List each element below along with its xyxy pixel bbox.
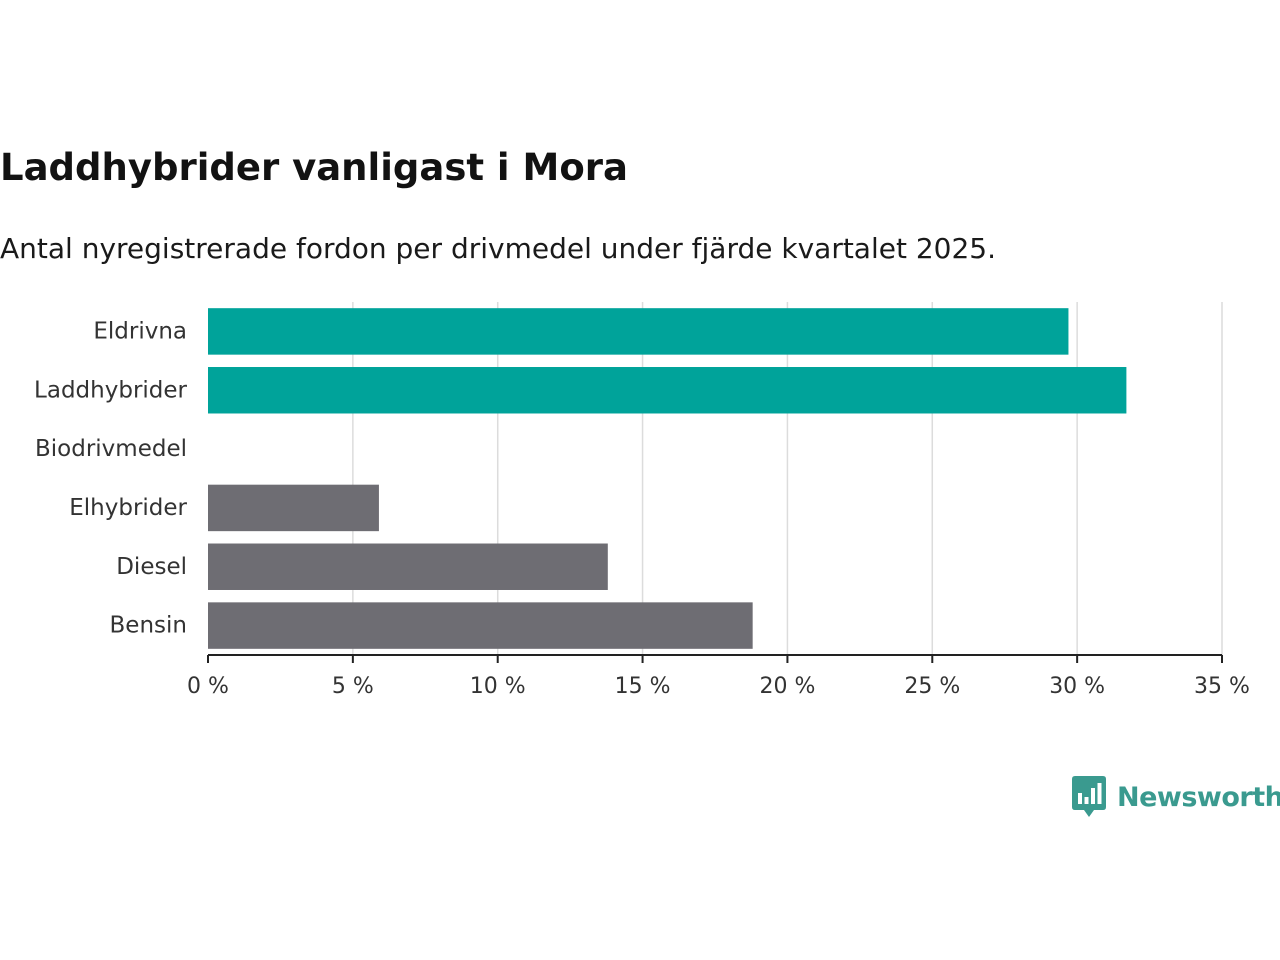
x-axis: 0 % 5 % 10 % 15 % 20 % 25 % 30 % 35 %	[187, 654, 1250, 699]
category-label: Bensin	[110, 613, 187, 639]
x-tick-label: 30 %	[1049, 674, 1105, 699]
bar-laddhybrider	[208, 367, 1127, 414]
category-label: Laddhybrider	[34, 377, 187, 403]
category-label: Elhybrider	[69, 495, 187, 521]
bar-elhybrider	[208, 484, 379, 532]
chart-subtitle: Antal nyregistrerade fordon per drivmede…	[0, 232, 997, 265]
bars	[208, 308, 1127, 649]
brand-name: Newsworthy	[1117, 781, 1280, 813]
bar-eldrivna	[208, 308, 1069, 355]
x-tick-label: 15 %	[615, 674, 671, 699]
bar-diesel	[208, 543, 608, 590]
x-tick-label: 20 %	[759, 674, 815, 699]
chart-title: Laddhybrider vanligast i Mora	[0, 146, 628, 189]
x-tick-label: 10 %	[470, 674, 526, 699]
x-tick-label: 35 %	[1194, 674, 1250, 699]
category-label: Diesel	[116, 554, 187, 580]
x-tick-label: 0 %	[187, 674, 229, 699]
x-tick-label: 5 %	[332, 674, 374, 699]
newsworthy-logo-icon	[1072, 776, 1106, 817]
category-label: Biodrivmedel	[35, 436, 187, 462]
x-tick-label: 25 %	[904, 674, 960, 699]
newsworthy-logo: Newsworthy	[1072, 776, 1280, 818]
category-labels: Eldrivna Laddhybrider Biodrivmedel Elhybrid…	[34, 318, 187, 638]
bar-bensin	[208, 602, 753, 649]
gridlines	[352, 302, 1223, 655]
category-label: Eldrivna	[93, 318, 187, 344]
